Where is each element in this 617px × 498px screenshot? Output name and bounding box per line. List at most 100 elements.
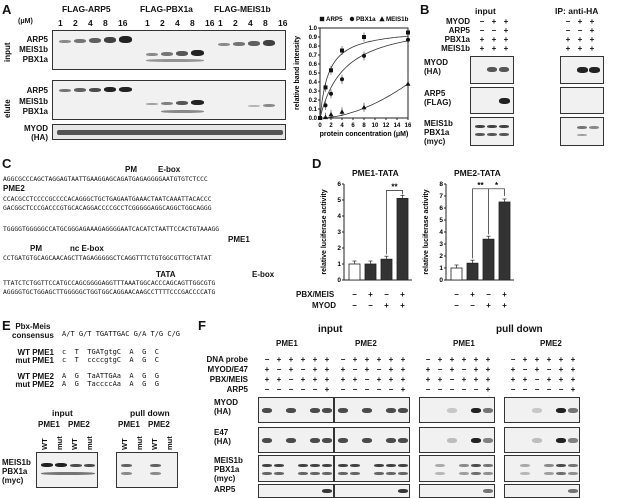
x-tick-label: 0 bbox=[318, 123, 322, 129]
band bbox=[589, 126, 599, 129]
band bbox=[447, 438, 457, 443]
f-condition-sign: − bbox=[264, 385, 270, 394]
band bbox=[274, 464, 284, 467]
seq-line-5: CCTGATGTGCAGCAACAGCTTAGAGGGGGCTCAGGTTTCT… bbox=[3, 255, 212, 262]
band bbox=[577, 126, 587, 129]
f-condition-sign: + bbox=[288, 355, 294, 364]
seq-line-7: AGGGGTGCTGGAGCTTGGGGGCTGGTGGCAGGAACAAGCC… bbox=[3, 289, 216, 296]
f-pull-pme1: PME1 bbox=[453, 339, 475, 348]
f-condition-sign: + bbox=[570, 365, 576, 374]
band bbox=[338, 464, 348, 467]
blot-sub-label: (FLAG) bbox=[424, 98, 452, 107]
band bbox=[499, 98, 510, 104]
ip-sign: − bbox=[565, 17, 571, 26]
band bbox=[471, 464, 481, 467]
data-point bbox=[323, 85, 328, 90]
x-axis-label: protein concentration (μM) bbox=[320, 131, 409, 138]
blot-elute bbox=[52, 80, 286, 120]
band bbox=[362, 408, 372, 413]
x-tick-label: 6 bbox=[351, 123, 355, 129]
f-condition-sign: + bbox=[570, 355, 576, 364]
input-sign: + bbox=[503, 26, 509, 35]
f-pulldown-blot bbox=[504, 397, 580, 423]
f-condition-sign: − bbox=[276, 365, 282, 374]
seq-line-4: TGGGGTGGGGGCCATGCGGGAGAAAGAGGGGAATCACATC… bbox=[3, 226, 220, 233]
band bbox=[459, 472, 469, 475]
data-point bbox=[406, 30, 410, 35]
f-condition-sign: − bbox=[425, 355, 431, 364]
e-row-label: WT PME1 bbox=[17, 348, 54, 357]
f-condition-sign: + bbox=[485, 355, 491, 364]
f-condition-sign: + bbox=[558, 375, 564, 384]
f-blot-sub-label: (HA) bbox=[214, 407, 231, 416]
x-tick-label: 10 bbox=[372, 123, 379, 129]
f-condition-sign: − bbox=[300, 385, 306, 394]
band bbox=[520, 472, 530, 475]
e-input-pme2: PME2 bbox=[68, 420, 90, 429]
myod-sub: (HA) bbox=[31, 133, 48, 142]
x-tick-label: 2 bbox=[329, 123, 333, 129]
ip-sign: + bbox=[589, 35, 595, 44]
input-sign: + bbox=[491, 17, 497, 26]
y-tick-label: 0.0 bbox=[309, 116, 318, 122]
bar bbox=[498, 201, 511, 281]
pme2-label: PME2 bbox=[3, 184, 25, 193]
x-tick-label: 14 bbox=[394, 123, 401, 129]
panel-letter-d: D bbox=[312, 156, 322, 171]
y-axis-label: relative luciferase activity bbox=[321, 189, 328, 274]
pme1-label: PME1 bbox=[228, 235, 250, 244]
x-tick-label: 4 bbox=[340, 123, 344, 129]
band bbox=[520, 464, 530, 467]
consensus-sequence: A/T G/T TGATTGAC G/A T/G C/G bbox=[62, 330, 181, 338]
y-tick-label: 0.7 bbox=[309, 53, 318, 59]
data-point bbox=[362, 35, 366, 39]
input-sign: + bbox=[479, 35, 485, 44]
f-condition-sign: + bbox=[437, 375, 443, 384]
band bbox=[298, 472, 308, 475]
band bbox=[350, 472, 360, 475]
y-tick-label: 0.6 bbox=[309, 62, 318, 68]
consensus-label: Pbx-Meis consensus bbox=[12, 322, 54, 340]
tata-label: TATA bbox=[156, 270, 176, 279]
ip-sign: − bbox=[565, 26, 571, 35]
chart-d2-title: PME2-TATA bbox=[454, 168, 501, 178]
panel-letter-b: B bbox=[420, 2, 430, 17]
f-condition-sign: + bbox=[376, 355, 382, 364]
band bbox=[483, 408, 493, 413]
y-tick-label: 2 bbox=[337, 245, 341, 252]
f-condition-sign: − bbox=[376, 365, 382, 374]
bar bbox=[482, 238, 495, 281]
band bbox=[475, 125, 485, 128]
group-label-arp5: FLAG-ARP5 bbox=[62, 4, 111, 14]
band bbox=[499, 125, 509, 128]
f-condition-sign: − bbox=[264, 355, 270, 364]
f-condition-sign: − bbox=[461, 385, 467, 394]
pbx-meis-sign: + bbox=[470, 290, 475, 299]
band bbox=[310, 464, 320, 467]
band bbox=[322, 489, 332, 493]
concentration-label: 8 bbox=[103, 18, 108, 28]
band bbox=[338, 472, 348, 475]
y-tick-label: 3 bbox=[439, 241, 443, 248]
f-condition-sign: + bbox=[376, 375, 382, 384]
data-point bbox=[362, 53, 366, 58]
input-sign: + bbox=[491, 35, 497, 44]
f-condition-sign: − bbox=[288, 385, 294, 394]
pbx-meis-row-label: PBX/MEIS bbox=[296, 290, 335, 299]
y-tick-label: 0.9 bbox=[309, 35, 318, 41]
pbx-meis-sign: − bbox=[352, 290, 357, 299]
f-condition-sign: + bbox=[364, 355, 370, 364]
f-condition-sign: + bbox=[425, 375, 431, 384]
myod-sign: + bbox=[384, 301, 389, 310]
f-condition-sign: − bbox=[546, 365, 552, 374]
f-blot-label: MEIS1b PBX1a bbox=[214, 456, 243, 474]
band bbox=[556, 464, 566, 467]
input-sign: + bbox=[479, 44, 485, 53]
f-condition-sign: − bbox=[449, 385, 455, 394]
ebox-bottom-label: E-box bbox=[252, 270, 275, 279]
f-condition-sign: + bbox=[400, 385, 406, 394]
f-condition-sign: − bbox=[461, 365, 467, 374]
panel-letter-c: C bbox=[2, 156, 12, 171]
f-condition-sign: + bbox=[388, 355, 394, 364]
f-condition-sign: + bbox=[522, 375, 528, 384]
